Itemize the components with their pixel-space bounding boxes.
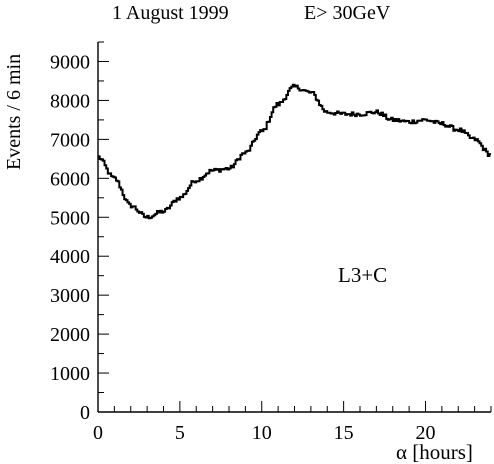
y-axis-title: Events / 6 min xyxy=(3,54,25,170)
axis-ticks xyxy=(97,41,492,413)
y-tick-label: 0 xyxy=(80,402,90,424)
event-rate-series xyxy=(98,83,491,220)
y-tick-label: 5000 xyxy=(50,207,90,229)
x-tick-label: 15 xyxy=(334,422,354,444)
date-label: 1 August 1999 xyxy=(112,2,229,24)
y-tick-label: 4000 xyxy=(50,246,90,268)
x-tick-label: 20 xyxy=(416,422,436,444)
x-tick-label: 10 xyxy=(252,422,272,444)
energy-cut-label: E> 30GeV xyxy=(304,2,391,24)
y-tick-label: 6000 xyxy=(50,168,90,190)
plot-axes xyxy=(97,42,491,413)
y-tick-label: 8000 xyxy=(50,90,90,112)
y-tick-label: 2000 xyxy=(50,324,90,346)
plot-series xyxy=(98,83,491,220)
y-tick-label: 3000 xyxy=(50,285,90,307)
y-tick-label: 1000 xyxy=(50,363,90,385)
axis-tick-labels: 0 5 10 15 20 0 1000 2000 3000 4000 5000 6000 7000 800… xyxy=(50,51,436,444)
y-tick-label: 7000 xyxy=(50,129,90,151)
annotation-label: L3+C xyxy=(338,263,387,287)
x-axis-title: α [hours] xyxy=(396,440,473,464)
x-tick-label: 5 xyxy=(175,422,185,444)
x-tick-label: 0 xyxy=(93,422,103,444)
y-tick-label: 9000 xyxy=(50,51,90,73)
